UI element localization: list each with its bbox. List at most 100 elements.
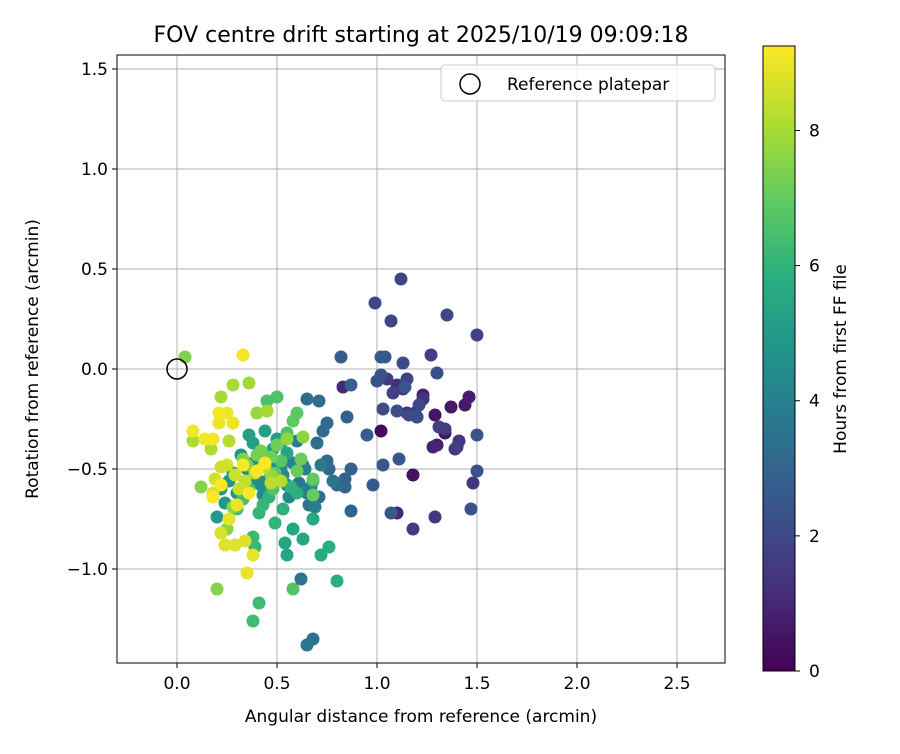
scatter-point <box>286 582 300 596</box>
scatter-point <box>236 458 250 472</box>
scatter-point <box>222 434 236 448</box>
scatter-point <box>376 458 390 472</box>
scatter-point <box>330 574 344 588</box>
scatter-point <box>366 478 380 492</box>
scatter-point <box>232 482 246 496</box>
scatter-point <box>210 582 224 596</box>
scatter-point <box>412 398 426 412</box>
scatter-point <box>228 538 242 552</box>
colorbar-gradient <box>762 45 796 672</box>
scatter-point <box>376 402 390 416</box>
scatter-point <box>210 510 224 524</box>
legend: Reference platepar <box>440 64 716 102</box>
colorbar-ticks: 0 2 4 6 8 <box>795 121 820 682</box>
scatter-point <box>424 348 438 362</box>
scatter-point <box>268 516 282 530</box>
scatter-point <box>464 502 478 516</box>
scatter-point <box>448 442 462 456</box>
scatter-point <box>300 392 314 406</box>
scatter-point <box>274 474 288 488</box>
scatter-point <box>428 408 442 422</box>
scatter-point <box>294 452 308 466</box>
scatter-point <box>284 480 298 494</box>
scatter-point <box>246 614 260 628</box>
scatter-point <box>406 468 420 482</box>
scatter-point <box>198 432 212 446</box>
colorbar-tick-label: 4 <box>809 392 820 412</box>
scatter-point <box>264 476 278 490</box>
scatter-point <box>226 416 240 430</box>
scatter-point <box>214 526 228 540</box>
scatter-point <box>426 440 440 454</box>
y-tick-label: 1.0 <box>81 160 108 180</box>
scatter-point <box>236 348 250 362</box>
scatter-point <box>278 536 292 550</box>
scatter-point <box>314 458 328 472</box>
scatter-point <box>374 424 388 438</box>
colorbar-tick-label: 0 <box>809 662 820 682</box>
scatter-point <box>386 386 400 400</box>
scatter-point <box>406 522 420 536</box>
scatter-point <box>276 502 290 516</box>
scatter-point <box>306 472 320 486</box>
scatter-point <box>242 376 256 390</box>
scatter-point <box>296 430 310 444</box>
colorbar-tick-label: 8 <box>809 121 820 141</box>
scatter-point <box>212 416 226 430</box>
scatter-point <box>398 380 412 394</box>
scatter-point <box>462 390 476 404</box>
scatter-point <box>428 510 442 524</box>
scatter-point <box>326 474 340 488</box>
y-tick-label: 0.5 <box>81 260 108 280</box>
scatter-point <box>226 378 240 392</box>
scatter-point <box>396 356 410 370</box>
scatter-point <box>250 464 264 478</box>
scatter-point <box>250 448 264 462</box>
x-tick-label: 1.0 <box>363 674 390 694</box>
scatter-point <box>470 428 484 442</box>
scatter-point <box>470 464 484 478</box>
scatter-point <box>314 548 328 562</box>
legend-marker-icon <box>459 73 481 95</box>
scatter-point <box>178 350 192 364</box>
scatter-point <box>360 428 374 442</box>
colorbar: 0 2 4 6 8 Hours from first FF file <box>762 45 851 682</box>
scatter-point <box>294 572 308 586</box>
x-tick-label: 2.0 <box>563 674 590 694</box>
scatter-point <box>252 506 266 520</box>
scatter-point <box>212 406 226 420</box>
scatter-point <box>290 406 304 420</box>
scatter-point <box>340 410 354 424</box>
scatter-point <box>204 442 218 456</box>
scatter-point <box>334 350 348 364</box>
scatter-point <box>240 566 254 580</box>
scatter-point <box>312 394 326 408</box>
scatter-point <box>374 368 388 382</box>
colorbar-tick-label: 2 <box>809 527 820 547</box>
x-axis-label: Angular distance from reference (arcmin) <box>245 707 597 727</box>
y-tick-label: 1.5 <box>81 60 108 80</box>
x-axis-ticks: 0.0 0.5 1.0 1.5 2.0 2.5 <box>163 663 691 694</box>
scatter-point <box>270 438 284 452</box>
y-axis-label: Rotation from reference (arcmin) <box>23 219 43 499</box>
scatter-point <box>246 548 260 562</box>
y-tick-label: −1.0 <box>67 560 108 580</box>
scatter-point <box>308 500 322 514</box>
scatter-point <box>296 532 310 546</box>
scatter-point <box>274 454 288 468</box>
reference-platepar-marker <box>166 358 188 380</box>
x-tick-label: 1.5 <box>463 674 490 694</box>
scatter-point <box>194 480 208 494</box>
scatter-point <box>286 522 300 536</box>
scatter-point <box>368 296 382 310</box>
scatter-point <box>322 540 336 554</box>
scatter-point <box>222 512 236 526</box>
scatter-point <box>344 462 358 476</box>
legend-box <box>440 64 716 102</box>
scatter-point <box>320 416 334 430</box>
scatter-point <box>306 512 320 526</box>
scatter-point <box>252 596 266 610</box>
scatter-point <box>242 428 256 442</box>
